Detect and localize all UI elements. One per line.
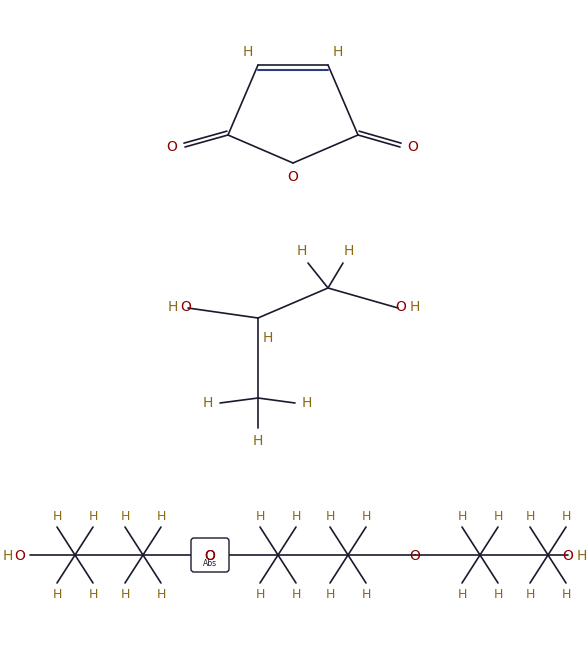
Text: H: H	[493, 509, 502, 523]
Text: H: H	[302, 396, 312, 410]
Text: H: H	[52, 509, 62, 523]
Text: H: H	[120, 587, 130, 601]
Text: O: O	[204, 549, 215, 563]
Text: H: H	[297, 244, 307, 258]
Text: H: H	[156, 509, 166, 523]
Text: H: H	[291, 587, 301, 601]
Text: H: H	[88, 509, 97, 523]
Text: H: H	[457, 587, 467, 601]
Text: O: O	[562, 549, 573, 563]
Text: H: H	[168, 300, 178, 314]
Text: H: H	[203, 396, 213, 410]
Text: H: H	[410, 300, 420, 314]
Text: O: O	[407, 140, 419, 154]
Text: O: O	[15, 549, 25, 563]
Text: H: H	[493, 587, 502, 601]
Text: O: O	[181, 300, 191, 314]
FancyBboxPatch shape	[191, 538, 229, 572]
Text: H: H	[525, 509, 535, 523]
Text: H: H	[253, 434, 263, 448]
Text: H: H	[561, 587, 571, 601]
Text: H: H	[291, 509, 301, 523]
Text: H: H	[52, 587, 62, 601]
Text: H: H	[325, 587, 335, 601]
Text: O: O	[204, 549, 215, 563]
Text: H: H	[3, 549, 13, 563]
Text: H: H	[561, 509, 571, 523]
Text: H: H	[255, 509, 265, 523]
Text: H: H	[457, 509, 467, 523]
Text: H: H	[120, 509, 130, 523]
Text: H: H	[577, 549, 587, 563]
Text: H: H	[362, 509, 370, 523]
Text: H: H	[344, 244, 354, 258]
Text: O: O	[288, 170, 298, 184]
Text: H: H	[243, 45, 253, 59]
Text: H: H	[88, 587, 97, 601]
Text: H: H	[525, 587, 535, 601]
Text: H: H	[255, 587, 265, 601]
Text: Abs: Abs	[203, 559, 217, 567]
Text: O: O	[167, 140, 177, 154]
Text: O: O	[410, 549, 420, 563]
Text: H: H	[325, 509, 335, 523]
Text: O: O	[396, 300, 406, 314]
Text: H: H	[263, 331, 273, 345]
Text: H: H	[333, 45, 343, 59]
Text: H: H	[156, 587, 166, 601]
Text: H: H	[362, 587, 370, 601]
